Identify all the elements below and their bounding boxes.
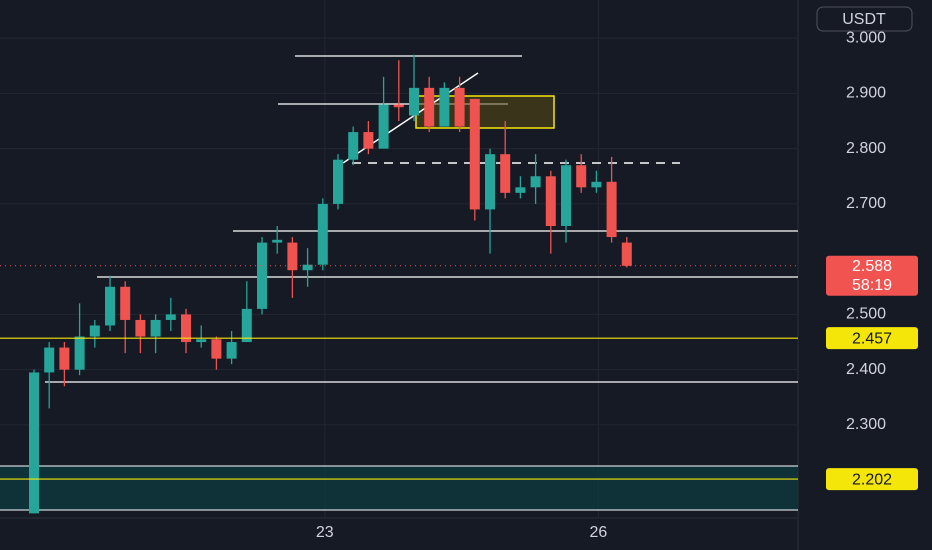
candle-body [500,154,511,193]
candle-body [591,181,602,188]
candle-body [59,347,70,370]
candle-body [393,104,404,108]
price-label: 2.457 [852,330,892,347]
candle-body [333,159,343,204]
candle-body [181,314,191,343]
candle-body [545,176,556,227]
candle-body [74,336,85,370]
candle-body [165,314,176,320]
candle-body [439,87,450,127]
y-tick-label: 2.400 [846,361,886,378]
candle-body [378,104,389,149]
y-tick-label: 2.700 [846,195,886,212]
candle-body [257,242,267,309]
candle-body [348,132,359,160]
demand-zone [0,466,798,510]
candle-body [272,239,283,243]
supply-box [415,95,555,129]
candle-body [363,132,374,149]
candle-body [485,154,495,210]
candle-body [317,203,328,265]
candle-body [196,339,207,343]
candle-body [135,319,146,337]
last-price-bg [826,255,918,296]
last-price-label: 2.588 [852,258,892,275]
candle-body [120,286,131,320]
candle-body [561,165,571,227]
candle-body [515,187,526,193]
y-tick-label: 2.500 [846,306,886,323]
y-tick-label: 2.300 [846,416,886,433]
candle-body [576,165,587,188]
candle-body [241,308,252,343]
candle-body [29,372,39,514]
candle-body [469,98,480,210]
candle-body [211,339,222,359]
y-tick-label: 2.900 [846,85,886,102]
candle-body [424,87,435,127]
candle-body [606,181,617,238]
price-label-bg [826,327,918,350]
price-label: 2.202 [852,471,892,488]
y-tick-label: 3.000 [846,29,886,46]
countdown-label: 58:19 [852,277,892,294]
candle-body [302,264,313,271]
y-tick-label: 2.800 [846,140,886,157]
candle-body [621,242,632,266]
candle-body [287,242,298,271]
candle-body [44,347,55,373]
candle-body [105,286,115,326]
candle-body [530,176,541,188]
currency-badge[interactable] [816,6,913,32]
x-tick-label: 23 [316,524,334,541]
candle-body [409,87,419,116]
candle-body [454,87,465,127]
candle-body [226,342,237,359]
candle-body [89,325,100,337]
currency-label[interactable]: USDT [842,11,886,28]
candle-body [150,319,161,337]
x-tick-label: 26 [590,524,608,541]
price-label-bg [826,468,918,491]
